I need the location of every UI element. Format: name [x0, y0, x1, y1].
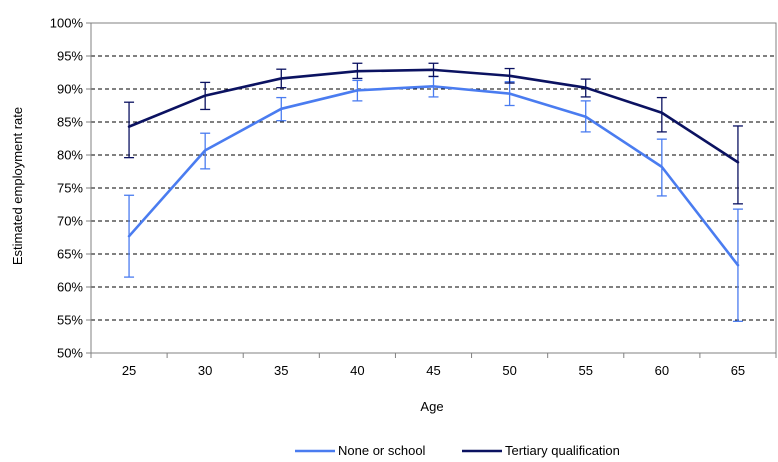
series-1 [124, 62, 743, 205]
x-tick-labels: 25 30 35 40 45 50 55 60 65 [122, 363, 745, 378]
y-tick-label: 55% [57, 313, 83, 328]
x-tick-label: 35 [274, 363, 288, 378]
x-tick-label: 65 [731, 363, 745, 378]
x-tick-label: 50 [502, 363, 516, 378]
series-line [127, 85, 740, 267]
y-tick-label: 90% [57, 82, 83, 97]
y-tick-label: 60% [57, 280, 83, 295]
y-tick-label: 80% [57, 148, 83, 163]
y-axis-title: Estimated employment rate [10, 107, 25, 265]
x-tick-label: 30 [198, 363, 212, 378]
axis-ticks [86, 22, 777, 358]
y-tick-labels: 50% 55% 60% 65% 70% 75% 80% 85% 90% 95% 100% [50, 16, 84, 361]
x-axis-title: Age [420, 399, 443, 414]
legend-label: Tertiary qualification [505, 443, 620, 458]
legend: None or school Tertiary qualification [295, 443, 620, 458]
series-0 [124, 75, 743, 322]
y-tick-label: 75% [57, 181, 83, 196]
series [124, 62, 743, 322]
x-tick-label: 55 [578, 363, 592, 378]
y-tick-label: 85% [57, 115, 83, 130]
x-tick-label: 45 [426, 363, 440, 378]
y-tick-label: 100% [50, 16, 84, 31]
y-tick-label: 50% [57, 346, 83, 361]
x-tick-label: 60 [655, 363, 669, 378]
legend-label: None or school [338, 443, 426, 458]
y-tick-label: 95% [57, 49, 83, 64]
y-tick-label: 70% [57, 214, 83, 229]
x-tick-label: 40 [350, 363, 364, 378]
y-tick-label: 65% [57, 247, 83, 262]
x-tick-label: 25 [122, 363, 136, 378]
